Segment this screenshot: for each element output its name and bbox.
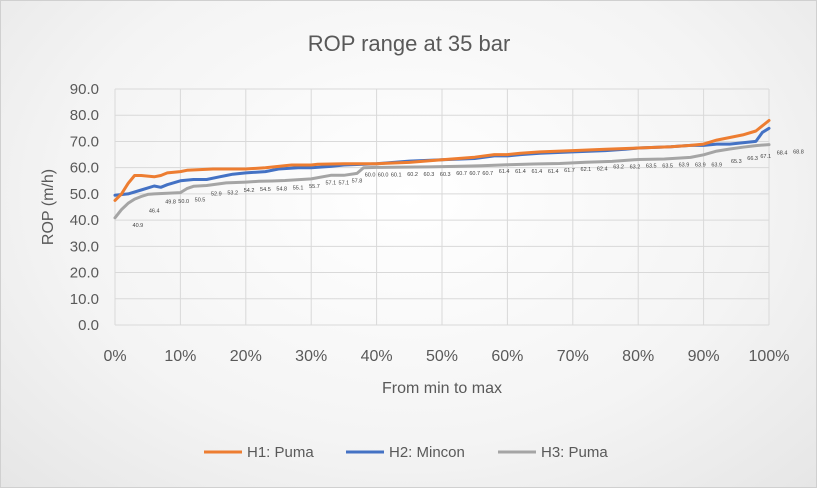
data-label: 61.4 [531, 169, 542, 175]
x-tick-label: 70% [557, 348, 589, 365]
chart-title: ROP range at 35 bar [308, 31, 511, 56]
y-axis-label: ROP (m/h) [40, 169, 57, 245]
data-label: 62.1 [581, 167, 592, 173]
data-label: 61.7 [564, 168, 575, 174]
data-label: 60.3 [440, 172, 451, 178]
data-label: 52.9 [211, 191, 222, 197]
data-label: 57.1 [339, 180, 350, 186]
data-label: 46.4 [149, 208, 160, 214]
y-tick-label: 60.0 [70, 160, 99, 177]
y-tick-label: 10.0 [70, 291, 99, 308]
y-tick-label: 50.0 [70, 186, 99, 203]
data-label: 60.2 [407, 172, 418, 178]
x-tick-label: 60% [491, 348, 523, 365]
data-label: 60.3 [424, 172, 435, 178]
data-label: 62.4 [597, 166, 608, 172]
data-label: 63.9 [711, 162, 722, 168]
x-tick-label: 0% [103, 348, 126, 365]
y-tick-label: 40.0 [70, 212, 99, 229]
data-label: 61.4 [515, 169, 526, 175]
data-label: 61.4 [499, 169, 510, 175]
data-label: 60.7 [469, 171, 480, 177]
series-line-h3-puma [113, 143, 771, 220]
data-label: 50.5 [195, 198, 206, 204]
y-axis-ticks: 0.0 10.0 20.0 30.0 40.0 50.0 60.0 70.0 80.0 90.0 [70, 81, 99, 334]
data-label: 63.5 [662, 163, 673, 169]
data-label: 49.8 [165, 199, 176, 205]
data-label: 61.4 [548, 169, 559, 175]
data-labels: 40.9 46.4 49.8 50.0 50.5 52.9 53.2 54.2 54.5 54.8… [133, 150, 804, 229]
y-tick-label: 0.0 [78, 317, 99, 334]
y-tick-label: 70.0 [70, 133, 99, 150]
data-label: 63.2 [613, 164, 624, 170]
data-label: 57.8 [352, 178, 363, 184]
series-line-h1-puma [113, 119, 771, 202]
data-label: 57.1 [325, 180, 336, 186]
x-tick-label: 90% [688, 348, 720, 365]
x-tick-label: 80% [622, 348, 654, 365]
y-tick-label: 90.0 [70, 81, 99, 98]
gridlines [114, 88, 770, 326]
legend: H1: Puma H2: Mincon H3: Puma [204, 444, 608, 461]
data-label: 40.9 [133, 223, 144, 229]
series-lines [113, 119, 771, 220]
data-label: 60.7 [456, 171, 467, 177]
x-axis-ticks: 0% 10% 20% 30% 40% 50% 60% 70% 80% 90% 100% [103, 348, 789, 365]
data-label: 54.2 [244, 188, 255, 194]
data-label: 66.3 [747, 156, 758, 162]
data-label: 63.9 [695, 162, 706, 168]
data-label: 68.8 [793, 150, 804, 156]
y-tick-label: 80.0 [70, 107, 99, 124]
x-tick-label: 20% [230, 348, 262, 365]
x-tick-label: 30% [295, 348, 327, 365]
data-label: 60.0 [365, 173, 376, 179]
legend-label: H3: Puma [541, 444, 608, 461]
data-label: 63.2 [630, 164, 641, 170]
data-label: 54.8 [276, 186, 287, 192]
data-label: 53.2 [227, 190, 238, 196]
data-label: 63.9 [679, 162, 690, 168]
data-label: 60.1 [391, 172, 402, 178]
x-axis-label: From min to max [382, 380, 502, 397]
y-tick-label: 30.0 [70, 238, 99, 255]
data-label: 65.3 [731, 159, 742, 165]
x-tick-label: 40% [361, 348, 393, 365]
x-tick-label: 100% [749, 348, 790, 365]
data-label: 54.5 [260, 187, 271, 193]
legend-label: H1: Puma [247, 444, 314, 461]
data-label: 60.7 [482, 171, 493, 177]
x-tick-label: 10% [164, 348, 196, 365]
data-label: 55.1 [293, 186, 304, 192]
data-label: 55.7 [309, 184, 320, 190]
data-label: 67.1 [760, 154, 771, 160]
data-label: 68.4 [777, 151, 788, 157]
y-tick-label: 20.0 [70, 265, 99, 282]
data-label: 50.0 [178, 199, 189, 205]
data-label: 60.0 [378, 173, 389, 179]
legend-label: H2: Mincon [389, 444, 465, 461]
x-tick-label: 50% [426, 348, 458, 365]
data-label: 63.5 [646, 163, 657, 169]
